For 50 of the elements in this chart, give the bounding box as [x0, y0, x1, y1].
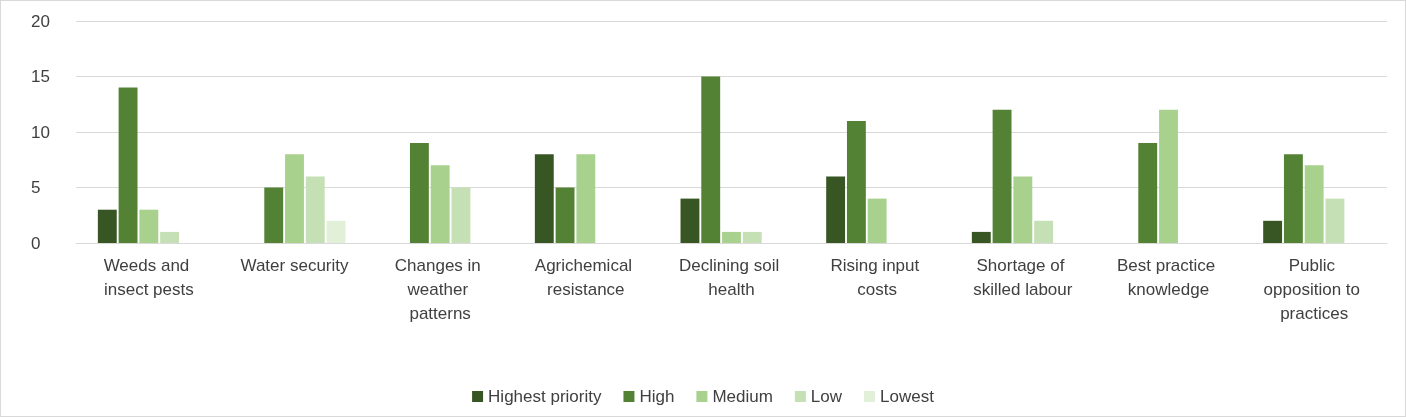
bar	[1159, 109, 1178, 243]
bar	[160, 231, 180, 243]
bar	[409, 143, 429, 243]
legend-label: Medium	[712, 387, 773, 406]
bar	[1013, 176, 1033, 243]
x-tick-label: Water security	[240, 255, 349, 275]
x-tick-label: Changes in weather patterns	[394, 255, 486, 323]
bar	[118, 87, 138, 243]
legend-label: High	[639, 387, 675, 406]
bar	[430, 165, 450, 243]
bar	[1034, 220, 1054, 243]
x-tick-label: Public opposition to practices	[1263, 255, 1365, 323]
bar	[1283, 154, 1303, 243]
x-tick-label: Shortage of skilled labour	[973, 255, 1073, 299]
x-tick-label: Best practice knowledge	[1117, 255, 1220, 299]
bar	[534, 154, 554, 243]
bar	[867, 198, 887, 243]
legend-label: Highest priority	[488, 387, 602, 406]
bar	[1138, 143, 1158, 243]
y-tick-label: 5	[31, 178, 41, 197]
bar	[305, 176, 325, 243]
x-tick-label: Declining soil health	[679, 255, 784, 299]
bar	[680, 198, 700, 243]
bar	[1304, 165, 1324, 243]
bar	[701, 76, 721, 243]
legend-label: Low	[810, 387, 843, 406]
bar	[326, 220, 346, 243]
bar	[555, 187, 575, 243]
bar	[992, 109, 1012, 243]
y-tick-label: 20	[31, 11, 50, 31]
bar	[846, 120, 866, 243]
y-tick-label: 15	[31, 67, 50, 86]
bar	[285, 154, 304, 243]
bar	[139, 209, 159, 243]
bar	[1325, 198, 1345, 243]
x-tick-label: Agrichemical resistance	[534, 255, 637, 299]
bar	[576, 154, 596, 243]
x-tick-label: Weeds and insect pests	[103, 255, 195, 299]
bar	[451, 187, 471, 243]
legend-label: Lowest	[880, 387, 935, 406]
bar	[1263, 220, 1283, 243]
bar	[742, 231, 762, 243]
x-tick-label: Rising input costs	[830, 255, 924, 299]
bar	[264, 187, 284, 243]
bar	[97, 209, 117, 243]
bar	[971, 231, 991, 243]
bar	[722, 231, 741, 243]
bar	[826, 176, 846, 243]
y-tick-label: 0	[31, 233, 41, 253]
y-tick-label: 10	[31, 122, 50, 142]
